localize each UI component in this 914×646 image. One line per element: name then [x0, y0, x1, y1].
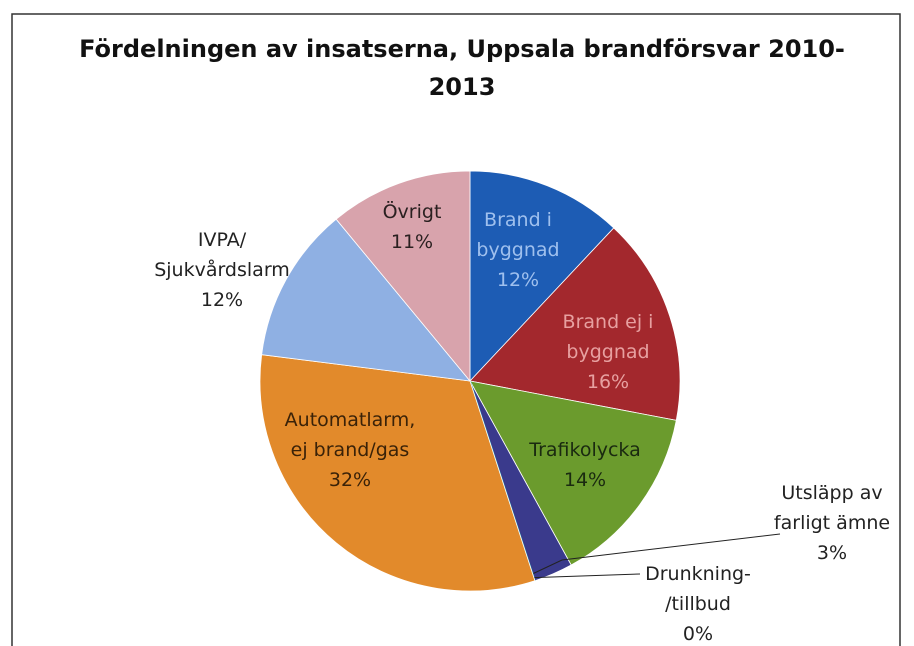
chart-frame	[11, 13, 901, 646]
pie-slice	[261, 218, 471, 382]
leader-line	[527, 533, 781, 577]
slice-value-label: 0%	[683, 623, 713, 645]
slice-label: Övrigt	[383, 200, 442, 223]
slice-label: Brand i byggnad	[476, 209, 559, 261]
slice-label: Utsläpp av farligt ämne	[774, 482, 890, 534]
slice-label: Brand ej i byggnad	[563, 311, 654, 363]
slice-label: Drunkning-/tillbud	[645, 563, 751, 615]
slice-value-label: 12%	[201, 289, 243, 311]
slice-value-label: 3%	[817, 542, 847, 564]
slice-value-label: 11%	[391, 231, 433, 253]
pie-slice	[259, 354, 536, 592]
leader-line	[522, 573, 641, 579]
slice-value-label: 14%	[564, 469, 606, 491]
chart-title: Fördelningen av insatserna, Uppsala bran…	[79, 35, 845, 101]
slice-label: IVPA/Sjukvårdslarm	[154, 229, 290, 281]
slice-label: Automatlarm, ej brand/gas	[285, 409, 416, 461]
slice-value-label: 16%	[587, 371, 629, 393]
slice-label: Trafikolycka	[528, 439, 640, 461]
pie-slice	[469, 170, 615, 383]
slice-value-label: 12%	[497, 269, 539, 291]
slice-value-label: 32%	[329, 469, 371, 491]
pie-slice	[469, 227, 681, 421]
pie-slice	[335, 170, 471, 383]
